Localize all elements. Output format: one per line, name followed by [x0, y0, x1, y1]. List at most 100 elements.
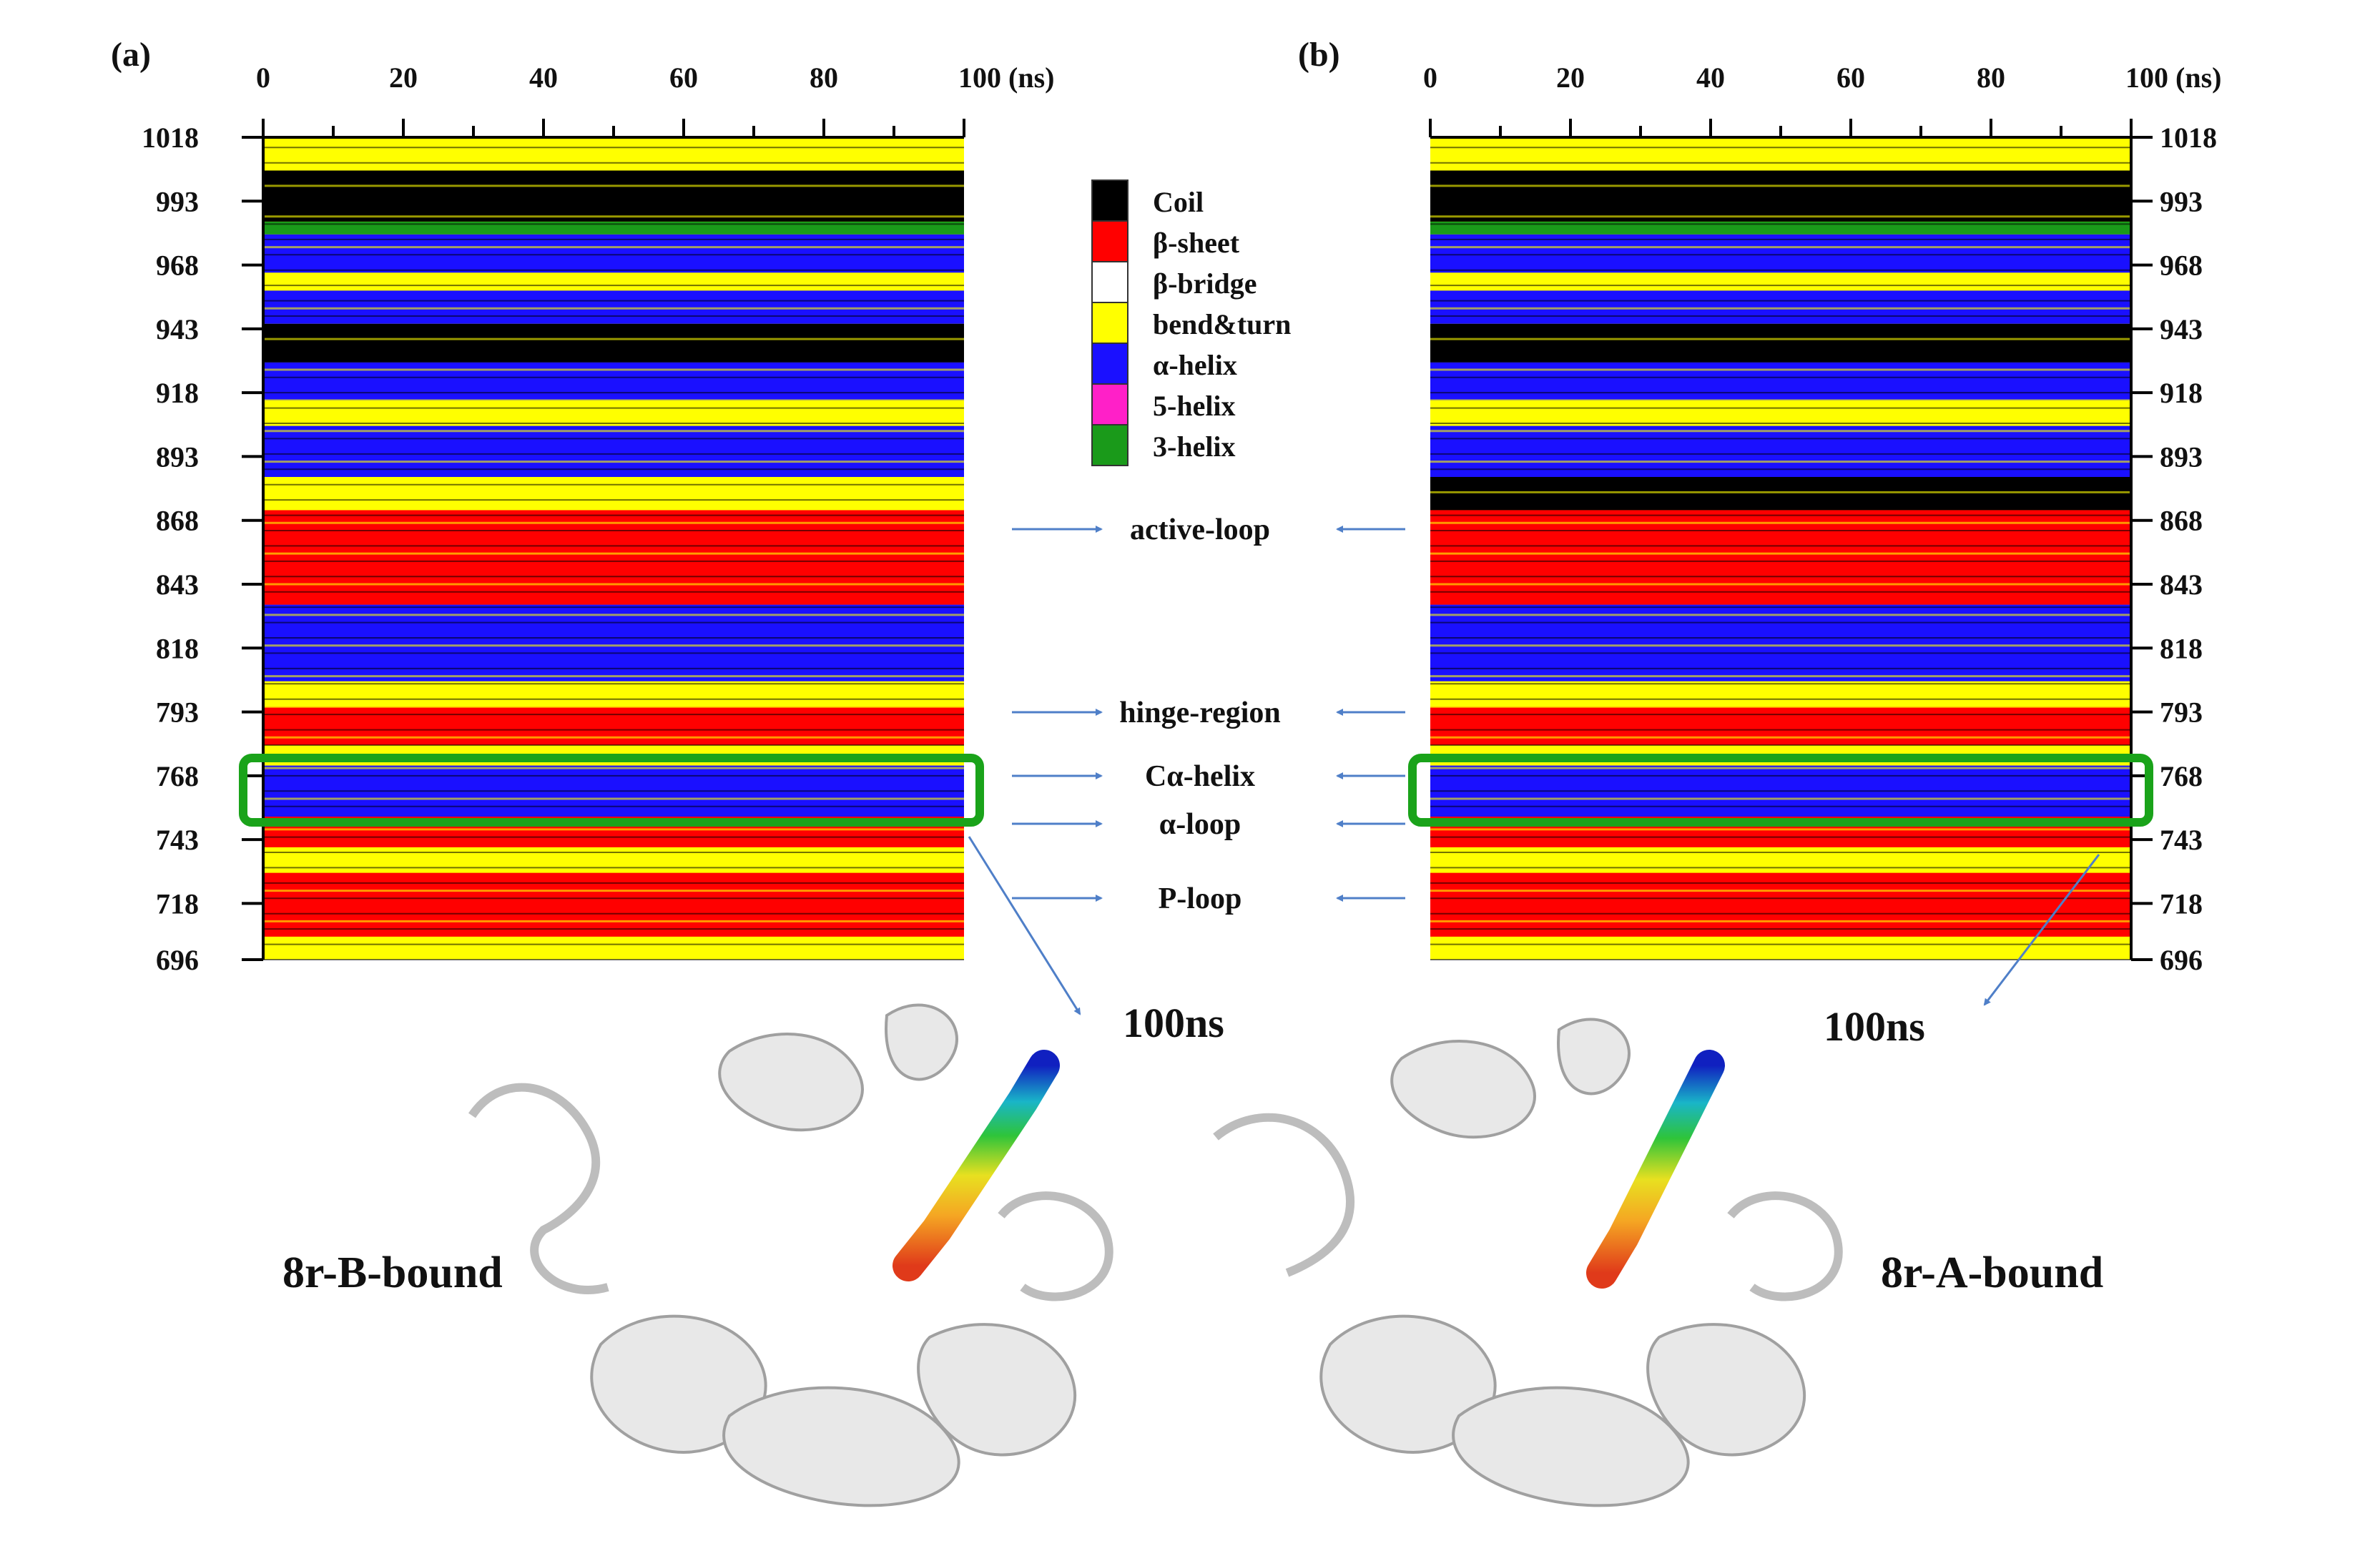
y-tick-label: 868 [156, 505, 199, 537]
snapshot-label-b: 100ns [1824, 1003, 1925, 1050]
y-tick-label: 918 [2160, 377, 2203, 409]
ss-band-0 [263, 936, 964, 960]
ss-band-9 [1430, 553, 2131, 605]
panel-b-axes: 0 20 40 60 80 100 (ns) 1018 993 968 943 918 893 868 8… [1423, 61, 2221, 976]
ss-band-20 [263, 170, 964, 222]
ss-band-17 [1430, 272, 2131, 291]
ss-band-18 [263, 234, 964, 273]
y-tick-label: 843 [2160, 568, 2203, 601]
legend-swatch [1091, 261, 1128, 303]
ss-band-12 [263, 425, 964, 477]
panel-a-label: (a) [111, 36, 151, 74]
legend-item: β-bridge [1091, 261, 1257, 303]
snapshot-label-a: 100ns [1123, 1000, 1224, 1046]
ss-band-14 [1430, 362, 2131, 400]
ss-band-10 [263, 510, 964, 554]
region-annotations: active-loop hinge-region Cα-helix α-loop P-l… [1012, 513, 1405, 915]
legend-swatch [1091, 179, 1128, 222]
ss-band-12 [1430, 425, 2131, 477]
ss-band-20 [1430, 170, 2131, 222]
region-label: P-loop [1159, 882, 1242, 915]
y-tick-label: 718 [2160, 887, 2203, 920]
ss-band-15 [1430, 323, 2131, 363]
y-tick-label: 893 [156, 440, 199, 473]
ss-band-11 [263, 477, 964, 511]
ss-band-9 [263, 553, 964, 605]
legend-swatch [1091, 424, 1128, 466]
y-tick-label: 818 [2160, 632, 2203, 664]
ss-band-10 [1430, 510, 2131, 554]
region-annotation: active-loop [1012, 513, 1405, 546]
ss-band-18 [1430, 234, 2131, 273]
y-tick-label: 696 [156, 944, 199, 976]
x-tick-label: 80 [1977, 61, 2005, 94]
y-tick-label: 768 [156, 760, 199, 792]
y-tick-label: 993 [156, 185, 199, 217]
y-tick-label: 1018 [2160, 122, 2217, 154]
ss-band-17 [263, 272, 964, 291]
y-tick-label: 718 [156, 887, 199, 920]
ss-band-0 [1430, 936, 2131, 960]
region-annotation: Cα-helix [1012, 760, 1405, 793]
y-tick-label: 743 [156, 824, 199, 856]
panel-a-highlight-box [239, 754, 984, 827]
panel-a-axes: 0 20 40 60 80 100 (ns) 1018 993 968 943 918 893 868 8… [142, 61, 1054, 976]
region-label: hinge-region [1119, 696, 1281, 729]
x-tick-label: 0 [256, 61, 270, 94]
legend-swatch [1091, 302, 1128, 344]
legend-item: bend&turn [1091, 302, 1291, 344]
legend-swatch [1091, 220, 1128, 262]
ss-band-21 [1430, 137, 2131, 171]
legend-item: 5-helix [1091, 383, 1236, 425]
legend-item: Coil [1091, 179, 1204, 222]
legend: Coil β-sheet β-bridge bend&turn α-helix 5-hel… [1091, 179, 1291, 466]
y-tick-label: 968 [2160, 250, 2203, 282]
legend-label: α-helix [1153, 349, 1237, 381]
ss-band-7 [1430, 681, 2131, 707]
panel-a-heatmap [263, 137, 964, 960]
legend-label: β-bridge [1153, 267, 1257, 300]
protein-structure-b-image [1213, 1018, 1843, 1507]
pointer-arrow-a [968, 836, 1081, 1015]
legend-label: β-sheet [1153, 227, 1240, 259]
x-axis-label: 100 (ns) [958, 61, 1054, 94]
region-annotation: α-loop [1012, 808, 1405, 841]
x-tick-label: 40 [529, 61, 558, 94]
ss-band-13 [1430, 400, 2131, 426]
legend-item: β-sheet [1091, 220, 1240, 262]
y-tick-label: 868 [2160, 505, 2203, 537]
region-annotation: P-loop [1012, 882, 1405, 915]
protein-structure-a-image [468, 1003, 1113, 1507]
ss-band-6 [1430, 707, 2131, 745]
region-label: active-loop [1130, 513, 1270, 546]
x-tick-label: 20 [1556, 61, 1585, 94]
legend-label: 3-helix [1153, 430, 1236, 463]
ss-band-6 [263, 707, 964, 745]
y-tick-label: 1018 [142, 122, 199, 154]
ss-band-16 [1430, 290, 2131, 324]
ss-band-16 [263, 290, 964, 324]
y-tick-label: 768 [2160, 760, 2203, 792]
structure-label-b: 8r-A-bound [1881, 1249, 2103, 1297]
y-tick-label: 918 [156, 377, 199, 409]
y-tick-label: 993 [2160, 185, 2203, 217]
ss-band-15 [263, 323, 964, 363]
panel-b-highlight-box [1408, 754, 2153, 827]
ss-band-21 [263, 137, 964, 171]
pointer-arrow-b [1983, 854, 2100, 1006]
y-tick-label: 943 [156, 313, 199, 345]
x-tick-label: 20 [389, 61, 418, 94]
region-label: Cα-helix [1145, 760, 1255, 793]
panel-b-label: (b) [1298, 36, 1340, 74]
y-tick-label: 893 [2160, 440, 2203, 473]
x-tick-label: 80 [810, 61, 838, 94]
y-tick-label: 943 [2160, 313, 2203, 345]
legend-label: bend&turn [1153, 308, 1291, 340]
ss-band-8 [263, 604, 964, 681]
y-tick-label: 743 [2160, 824, 2203, 856]
x-axis-label: 100 (ns) [2125, 61, 2221, 94]
x-tick-label: 60 [1836, 61, 1865, 94]
legend-item: α-helix [1091, 343, 1237, 385]
y-tick-label: 818 [156, 632, 199, 664]
